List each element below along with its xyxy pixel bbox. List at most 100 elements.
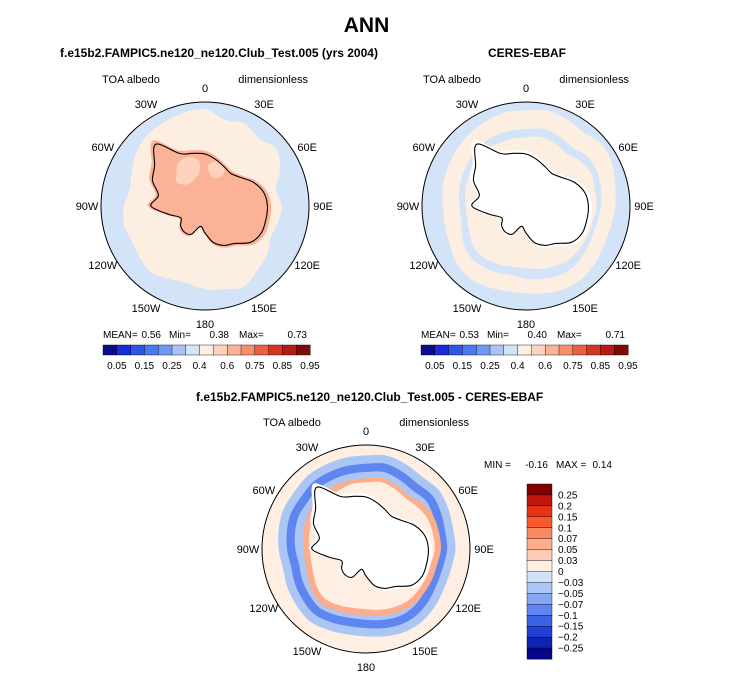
lon-label-30w: 30W xyxy=(456,99,479,111)
diff-continent-missing xyxy=(308,483,433,591)
units-label: dimensionless xyxy=(559,74,629,86)
lon-label-120w: 120W xyxy=(409,260,438,272)
stat-min-label: Min= xyxy=(487,330,509,341)
lon-label-150w: 150W xyxy=(132,303,161,315)
lon-label-150w: 150W xyxy=(293,646,322,658)
colorbar-cell xyxy=(558,344,574,356)
diff-colorbar-cell xyxy=(526,560,553,572)
colorbar-tick-label: 0.05 xyxy=(107,361,127,372)
lon-label-60w: 60W xyxy=(412,142,435,154)
lon-label-120w: 120W xyxy=(249,603,278,615)
panel1-title: f.e15b2.FAMPIC5.ne120_ne120.Club_Test.00… xyxy=(60,46,378,60)
lon-label-60e: 60E xyxy=(297,142,317,154)
diff-colorbar-cell xyxy=(526,636,553,649)
stat-max-label: Max= xyxy=(239,330,264,341)
diff-colorbar-cell xyxy=(526,615,553,627)
colorbar-tick-label: 0.15 xyxy=(453,361,473,372)
diff-colorbar-tick-label: −0.03 xyxy=(558,578,584,589)
lon-label-120e: 120E xyxy=(615,260,641,272)
colorbar-tick-label: 0.75 xyxy=(563,361,583,372)
lon-label-60w: 60W xyxy=(91,142,114,154)
colorbar-tick-label: 0.95 xyxy=(300,361,320,372)
colorbar-cell xyxy=(116,344,132,356)
colorbar-tick-label: 0.85 xyxy=(273,361,293,372)
diff-stat-min-value: -0.16 xyxy=(525,460,548,471)
lon-label-90e: 90E xyxy=(313,201,333,213)
colorbar-cell xyxy=(572,344,588,356)
map-3-field xyxy=(262,445,470,653)
obs-continent-missing xyxy=(468,140,593,248)
lon-label-60e: 60E xyxy=(458,485,478,497)
field-label: TOA albedo xyxy=(102,74,160,86)
map-2-field xyxy=(422,102,630,310)
colorbar-cell xyxy=(434,344,450,356)
lon-label-30w: 30W xyxy=(135,99,158,111)
diff-colorbar-cell xyxy=(526,494,553,507)
lon-label-150e: 150E xyxy=(572,303,598,315)
field-label: TOA albedo xyxy=(263,417,321,429)
colorbar-tick-label: 0.75 xyxy=(245,361,265,372)
lon-label-120e: 120E xyxy=(455,603,481,615)
diff-stat-max-value: 0.14 xyxy=(593,460,613,471)
colorbar-cell xyxy=(448,344,463,356)
colorbar-tick-label: 0.15 xyxy=(135,361,155,372)
stat-min-value: 0.40 xyxy=(528,330,548,341)
lon-label-90w: 90W xyxy=(397,201,420,213)
main-title: ANN xyxy=(343,14,390,37)
diff-stat-max-label: MAX = xyxy=(556,460,586,471)
colorbar-cell xyxy=(199,344,214,356)
colorbar-cell xyxy=(157,344,173,356)
colorbar-tick-label: 0.4 xyxy=(511,361,525,372)
coastline xyxy=(311,486,430,589)
colorbar-tick-label: 0.85 xyxy=(591,361,611,372)
diff-colorbar-tick-label: 0.07 xyxy=(558,534,578,545)
diff-colorbar-tick-label: 0.25 xyxy=(558,490,578,501)
colorbar-tick-label: 0.95 xyxy=(618,361,638,372)
diff-stat-min-label: MIN = xyxy=(484,460,511,471)
stat-min-value: 0.38 xyxy=(210,330,230,341)
colorbar-cell xyxy=(213,344,228,356)
lon-label-0: 0 xyxy=(363,426,369,438)
map-3-border xyxy=(261,444,471,654)
colorbar-cell xyxy=(282,344,297,356)
diff-colorbar-cell xyxy=(526,625,553,638)
diff-colorbar-cell xyxy=(526,647,553,660)
colorbar-cell xyxy=(144,344,159,356)
diff-colorbar-tick-label: −0.2 xyxy=(558,633,578,644)
units-label: dimensionless xyxy=(238,74,308,86)
colorbar-tick-label: 0.6 xyxy=(220,361,234,372)
diff-colorbar-cell xyxy=(526,582,553,594)
lon-label-60e: 60E xyxy=(618,142,638,154)
lon-label-30e: 30E xyxy=(415,442,435,454)
stat-max-value: 0.71 xyxy=(606,330,626,341)
lon-label-30w: 30W xyxy=(296,442,319,454)
colorbar-cell xyxy=(130,344,145,356)
lon-label-30e: 30E xyxy=(254,99,274,111)
lon-label-90e: 90E xyxy=(634,201,654,213)
coastline xyxy=(150,143,269,246)
diff-colorbar-tick-label: −0.05 xyxy=(558,589,584,600)
colorbar-cell xyxy=(586,344,601,356)
colorbar-cell xyxy=(545,344,560,356)
colorbar-tick-label: 0.6 xyxy=(538,361,552,372)
map-2-border xyxy=(421,101,631,311)
lon-label-180: 180 xyxy=(196,319,214,331)
field-label: TOA albedo xyxy=(423,74,481,86)
stat-max-value: 0.73 xyxy=(288,330,308,341)
coastline xyxy=(471,143,590,246)
units-label: dimensionless xyxy=(399,417,469,429)
map-1-border xyxy=(100,101,310,311)
lon-label-150e: 150E xyxy=(251,303,277,315)
diff-colorbar-tick-label: 0.05 xyxy=(558,545,578,556)
model-interior-patch xyxy=(207,161,225,179)
lon-label-60w: 60W xyxy=(252,485,275,497)
map-1-field xyxy=(101,102,309,310)
stat-mean-value: 0.56 xyxy=(142,330,162,341)
diff-colorbar-tick-label: 0 xyxy=(558,567,564,578)
colorbar-cell xyxy=(102,344,118,356)
panel3-title: f.e15b2.FAMPIC5.ne120_ne120.Club_Test.00… xyxy=(196,390,544,404)
lon-label-120e: 120E xyxy=(294,260,320,272)
colorbar-cell xyxy=(420,344,436,356)
stat-max-label: Max= xyxy=(557,330,582,341)
